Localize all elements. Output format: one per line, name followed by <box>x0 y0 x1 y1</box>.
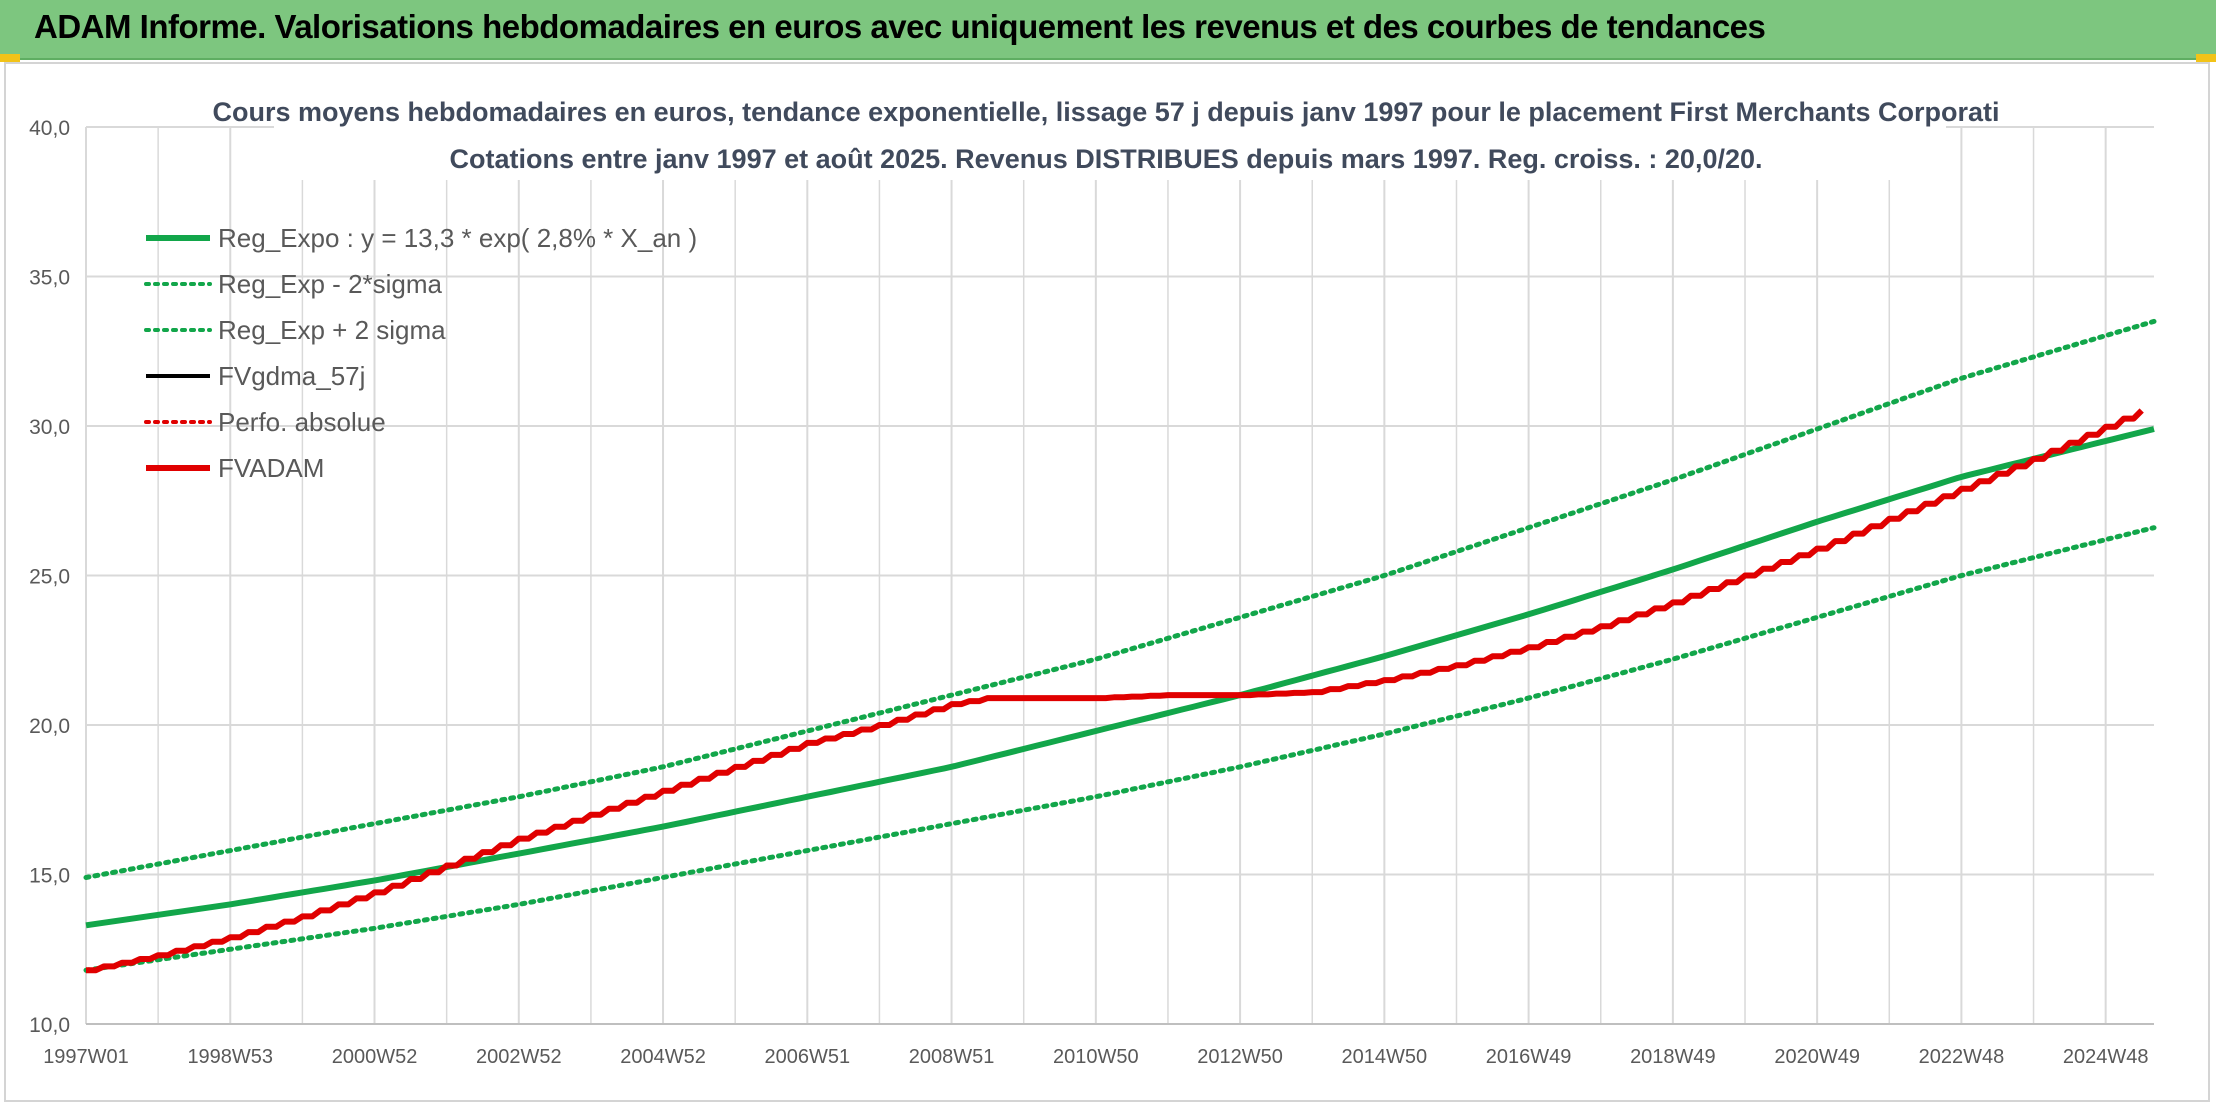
y-tick-label: 15,0 <box>29 865 70 888</box>
y-tick-label: 10,0 <box>29 1014 70 1037</box>
series-line-0 <box>85 426 2155 929</box>
x-tick-label: 2024W48 <box>2063 1046 2149 1068</box>
corner-mark-left <box>0 54 20 62</box>
x-tick-label: 2016W49 <box>1486 1046 1572 1068</box>
report-banner: ADAM Informe. Valorisations hebdomadaire… <box>0 0 2216 60</box>
legend-label: Perfo. absolue <box>218 407 386 437</box>
x-tick-label: 2002W52 <box>476 1046 562 1068</box>
title-background <box>274 84 1946 180</box>
x-tick-label: 2008W51 <box>909 1046 995 1068</box>
x-axis-labels: 1997W01 1998W53 2000W52 2002W52 2004W52 2006W… <box>43 1046 2148 1068</box>
corner-mark-right <box>2196 54 2216 62</box>
chart-grid <box>85 126 2154 1025</box>
legend-label: FVADAM <box>218 453 324 483</box>
chart-frame: 10,0 15,0 20,0 25,0 30,0 35,0 40,0 1997W01 1998… <box>4 62 2210 1102</box>
chart-subtitle: Cotations entre janv 1997 et août 2025. … <box>449 144 1762 174</box>
series-line-2 <box>83 318 2157 880</box>
x-tick-label: 2014W50 <box>1342 1046 1428 1068</box>
line-chart: 10,0 15,0 20,0 25,0 30,0 35,0 40,0 1997W01 1998… <box>29 84 2157 1068</box>
y-tick-label: 20,0 <box>29 715 70 738</box>
chart-title: Cours moyens hebdomadaires en euros, ten… <box>212 97 1999 127</box>
y-tick-label: 30,0 <box>29 416 70 439</box>
x-tick-label: 2022W48 <box>1919 1046 2005 1068</box>
chart-legend: Reg_Expo : y = 13,3 * exp( 2,8% * X_an )… <box>144 223 697 483</box>
legend-label: Reg_Exp + 2 sigma <box>218 315 446 345</box>
x-tick-label: 1997W01 <box>43 1046 129 1068</box>
x-tick-label: 2006W51 <box>764 1046 850 1068</box>
x-tick-label: 1998W53 <box>187 1046 273 1068</box>
report-title: ADAM Informe. Valorisations hebdomadaire… <box>34 8 1766 45</box>
x-tick-label: 2020W49 <box>1774 1046 1860 1068</box>
x-tick-label: 2012W50 <box>1197 1046 1283 1068</box>
legend-label: FVgdma_57j <box>218 361 365 391</box>
legend-label: Reg_Expo : y = 13,3 * exp( 2,8% * X_an ) <box>218 223 697 253</box>
x-tick-label: 2004W52 <box>620 1046 706 1068</box>
y-tick-label: 35,0 <box>29 267 70 290</box>
x-tick-label: 2018W49 <box>1630 1046 1716 1068</box>
y-tick-label: 40,0 <box>29 117 70 140</box>
series-line-5 <box>86 408 2144 974</box>
x-tick-label: 2010W50 <box>1053 1046 1139 1068</box>
y-axis-labels: 10,0 15,0 20,0 25,0 30,0 35,0 40,0 <box>29 117 70 1037</box>
legend-label: Reg_Exp - 2*sigma <box>218 269 443 299</box>
y-tick-label: 25,0 <box>29 566 70 589</box>
x-tick-label: 2000W52 <box>332 1046 418 1068</box>
series-line-1 <box>83 525 2157 973</box>
chart-series <box>83 318 2157 974</box>
